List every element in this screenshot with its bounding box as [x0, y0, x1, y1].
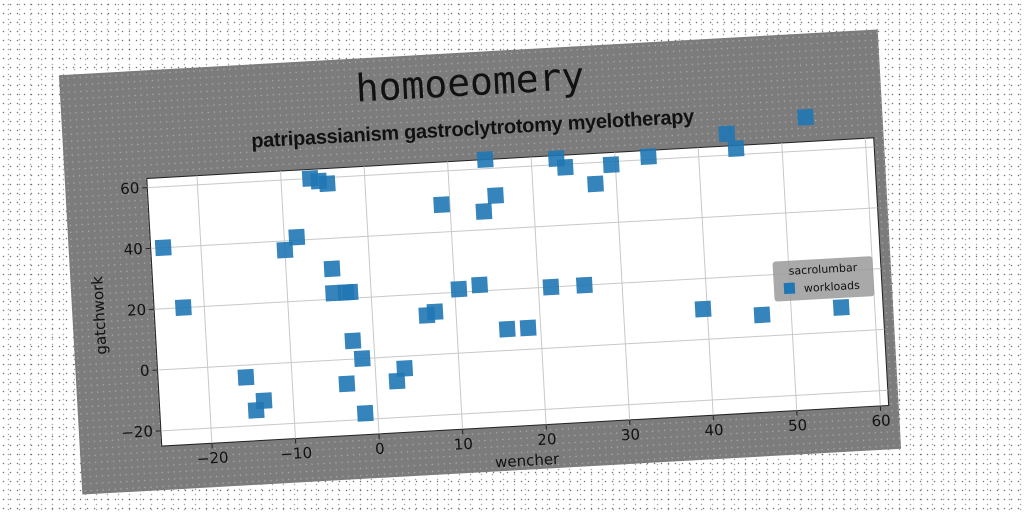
y-grid-line: [157, 328, 885, 371]
x-tick-label: 60: [871, 411, 891, 430]
x-grid-line: [196, 175, 213, 444]
data-point: [587, 175, 604, 193]
x-tick-label: 50: [788, 416, 808, 435]
legend-title: sacrolumbar: [788, 261, 858, 278]
data-point: [237, 368, 255, 386]
legend-entry-label: workloads: [804, 279, 861, 295]
y-axis-label: gatchwork: [88, 275, 110, 355]
scatter-plot: −20 −10 0 10 20 30 40 50 60 −20 0 20 40 60 wencher gatc…: [88, 108, 891, 472]
x-tick-label: 20: [537, 430, 557, 449]
plot-area: [146, 137, 890, 447]
x-tick-label: −10: [280, 444, 313, 464]
y-tick-label: 40: [123, 240, 143, 259]
data-point: [450, 280, 468, 298]
data-point: [797, 108, 814, 126]
data-point: [396, 359, 414, 377]
data-point: [519, 319, 537, 337]
x-tick-label: 30: [620, 425, 640, 444]
y-tick-label: 20: [127, 301, 147, 320]
y-tick-label: 0: [140, 361, 151, 380]
y-grid-line: [154, 268, 882, 310]
data-point: [324, 284, 342, 302]
data-point: [174, 299, 192, 317]
data-point: [341, 283, 359, 301]
data-point: [718, 125, 736, 143]
data-point: [323, 260, 341, 278]
x-axis-label: wencher: [495, 450, 561, 472]
data-point: [426, 303, 444, 321]
y-grid-line: [150, 207, 878, 249]
legend-marker: [783, 282, 796, 295]
data-point: [338, 375, 356, 393]
x-tick-label: −20: [196, 448, 229, 468]
x-grid-line: [279, 170, 296, 439]
x-tick-label: 0: [375, 440, 386, 459]
x-grid-line: [614, 152, 631, 420]
data-point: [575, 276, 593, 294]
data-point: [288, 228, 306, 246]
x-tick-label: 40: [704, 421, 724, 440]
data-point: [498, 320, 516, 338]
data-point: [694, 300, 712, 318]
data-point: [276, 241, 294, 259]
data-point: [475, 203, 493, 220]
data-point: [640, 148, 657, 165]
data-point: [487, 187, 505, 205]
figure-card: homoeomery patripassianism gastroclytrot…: [58, 29, 902, 495]
data-point: [476, 151, 494, 168]
data-point: [255, 392, 273, 410]
y-tick-label: 60: [120, 179, 140, 198]
data-point: [727, 140, 745, 158]
data-point: [356, 404, 374, 422]
y-tick-label: −20: [121, 422, 154, 442]
data-point: [556, 158, 574, 176]
data-point: [388, 372, 406, 390]
y-grid-line: [147, 146, 875, 189]
data-point: [353, 350, 371, 368]
data-point: [832, 298, 850, 316]
data-point: [344, 332, 362, 350]
data-point: [602, 156, 620, 174]
data-point: [433, 196, 451, 214]
x-tick-label: 10: [453, 435, 473, 454]
legend-box: [772, 256, 875, 302]
data-point: [753, 306, 771, 324]
y-grid-line: [160, 389, 888, 432]
data-point: [318, 175, 336, 193]
data-point: [542, 278, 560, 296]
x-grid-line: [363, 166, 380, 434]
x-grid-line: [697, 147, 714, 416]
data-point: [471, 276, 489, 294]
x-grid-line: [530, 156, 547, 425]
data-point: [154, 239, 172, 257]
